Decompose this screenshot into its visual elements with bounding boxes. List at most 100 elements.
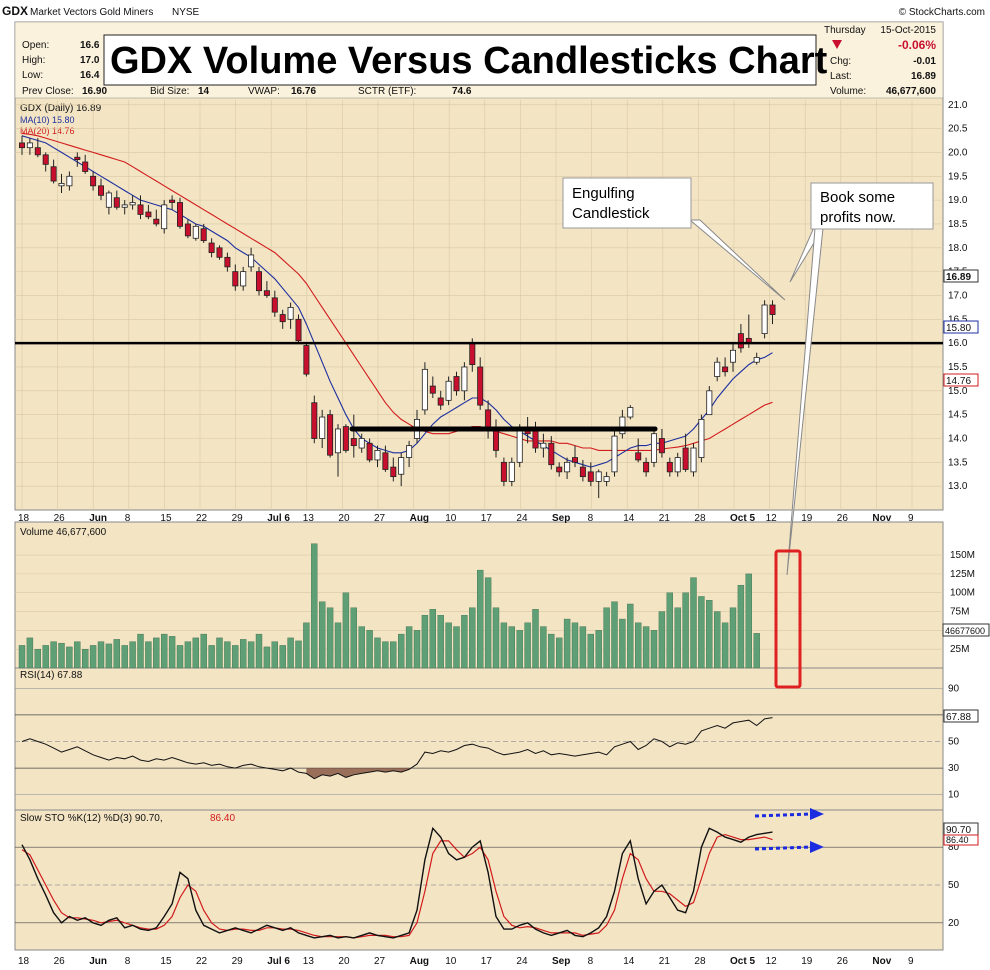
volume-tick-label: 75M — [950, 607, 969, 618]
volume-bar — [239, 639, 247, 669]
ma10-line — [21, 135, 773, 468]
volume-bar — [42, 645, 49, 669]
candle-body — [437, 397, 444, 406]
arrow-right-icon — [810, 808, 824, 820]
volume-bar — [303, 622, 310, 669]
price-tick-label: 18.5 — [948, 219, 968, 230]
volume-tick-label: 100M — [950, 588, 975, 599]
candle-body — [690, 447, 697, 473]
volume-bar — [413, 630, 421, 669]
candle-body — [200, 228, 207, 242]
volume-bar — [682, 592, 689, 669]
candle-body — [429, 385, 436, 394]
volume-bar — [603, 607, 610, 669]
sto-d-tag-text: 86.40 — [946, 835, 969, 845]
vwap-label: VWAP: — [248, 86, 280, 97]
rsi-legend: RSI(14) 67.88 — [20, 670, 83, 681]
volume-bar — [729, 607, 737, 669]
x-tick-label-bottom: 8 — [125, 956, 131, 967]
candle-body — [500, 461, 507, 482]
price-tick-label: 15.0 — [948, 386, 968, 397]
candle-body — [548, 442, 555, 466]
x-tick-label-bottom: 21 — [659, 956, 671, 967]
price-tick-label: 13.0 — [948, 481, 968, 492]
volume-bar — [587, 633, 594, 669]
x-tick-label-bottom: 9 — [908, 956, 914, 967]
price-tick-label: 18.0 — [948, 243, 968, 254]
volume-bar — [635, 622, 642, 669]
x-tick-label-bottom: Sep — [552, 956, 570, 967]
candle-body — [271, 297, 278, 313]
volume-bar — [58, 642, 65, 669]
ma20-tag — [943, 373, 979, 387]
candle-body — [74, 156, 81, 160]
volume-legend: Volume 46,677,600 — [20, 527, 107, 538]
x-tick-label-top: Aug — [410, 513, 429, 524]
candle-body — [643, 461, 650, 473]
candle-body — [658, 438, 665, 454]
x-tick-label-bottom: Nov — [872, 956, 891, 967]
candle-body — [398, 457, 405, 475]
chg-value: -0.01 — [913, 56, 936, 67]
volume-bar — [145, 641, 152, 669]
candle-body — [232, 271, 239, 287]
volume-tag — [942, 623, 990, 637]
candle-body — [382, 452, 389, 470]
volume-bar — [208, 645, 215, 669]
candle-body — [627, 407, 634, 418]
x-tick-label-top: 29 — [232, 513, 244, 524]
title-box-frame — [103, 34, 817, 86]
price-tick-label: 14.5 — [948, 410, 968, 421]
vwap-value: 16.76 — [291, 86, 316, 97]
candle-body — [319, 416, 326, 439]
bid-size-label: Bid Size: — [150, 86, 189, 97]
prev-close-label: Prev Close: — [22, 86, 74, 97]
candle-body — [619, 416, 626, 435]
candle-body — [737, 333, 744, 349]
rsi-tick-label: 30 — [948, 763, 960, 774]
ma10-legend: MA(10) 15.80 — [20, 115, 75, 125]
volume-bar — [295, 640, 302, 669]
candle-body — [595, 471, 602, 482]
volume-bar — [532, 609, 539, 669]
candle-body — [263, 290, 270, 296]
price-legend: GDX (Daily) 16.89 — [20, 103, 102, 114]
candle-body — [516, 428, 523, 463]
x-tick-label-bottom: 18 — [18, 956, 30, 967]
price-tick-label: 20.0 — [948, 147, 968, 158]
volume-bar — [619, 618, 626, 669]
volume-bar — [405, 626, 413, 669]
volume-bar — [492, 607, 500, 669]
volume-bar — [658, 611, 666, 669]
candle-body — [508, 461, 515, 482]
ma20-line — [21, 132, 773, 451]
volume-bar — [421, 615, 429, 669]
candle-body — [216, 247, 223, 258]
ma20-tag-text: 14.76 — [946, 376, 971, 387]
volume-bar — [176, 645, 184, 669]
volume-bar — [706, 600, 713, 669]
annotations: Engulfing Candlestick Book some profits … — [562, 177, 934, 853]
x-tick-label-top: Sep — [552, 513, 570, 524]
volume-bar — [484, 577, 492, 669]
rsi-tick-label: 50 — [948, 737, 960, 748]
volume-bar — [184, 641, 192, 669]
x-tick-label-top: 8 — [588, 513, 594, 524]
candle-body — [706, 390, 713, 416]
rsi-tag-text: 67.88 — [946, 712, 971, 723]
volume-bar — [200, 633, 207, 669]
last-price-tag — [943, 269, 979, 283]
volume-label: Volume: — [830, 86, 866, 97]
volume-tick-label: 25M — [950, 644, 969, 655]
volume-bar — [137, 633, 144, 669]
x-tick-label-bottom: 29 — [232, 956, 244, 967]
candle-body — [287, 306, 294, 320]
x-tick-label-bottom: Jun — [89, 956, 107, 967]
candle-body — [730, 349, 737, 363]
volume-bar — [89, 645, 97, 669]
candle-body — [651, 433, 658, 463]
volume-bar — [319, 601, 326, 669]
candle-body — [564, 461, 571, 473]
x-tick-label-bottom: 8 — [588, 956, 594, 967]
candle-body — [722, 366, 729, 373]
